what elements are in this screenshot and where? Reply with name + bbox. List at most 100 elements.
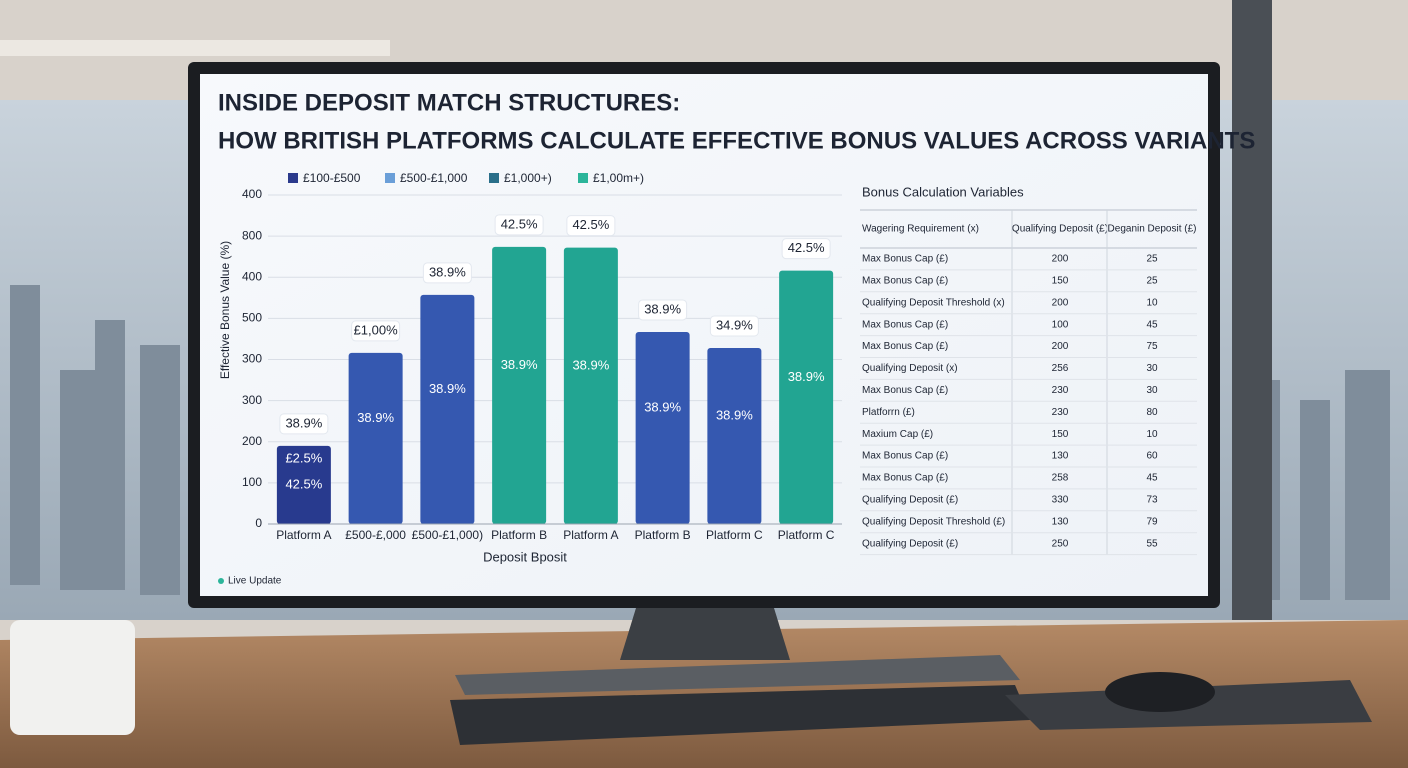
bar-top-label: £1,00% (354, 322, 399, 337)
bar (707, 347, 762, 524)
bar-inside-label: 38.9% (501, 357, 538, 372)
stand-base (455, 655, 1020, 695)
y-tick-label: 100 (242, 475, 262, 489)
table-cell: Max Bonus Cap (£) (862, 473, 948, 484)
status-dot (218, 578, 224, 584)
y-tick-label: 300 (242, 352, 262, 366)
bar-top-label: 42.5% (572, 217, 609, 232)
bar-inside-label: 38.9% (644, 399, 681, 414)
table-cell: Qualifying Deposit (x) (862, 363, 958, 374)
city (10, 285, 1390, 600)
monitor-stand (620, 595, 790, 660)
table-cell: Max Bonus Cap (£) (862, 341, 948, 352)
table-cell: 330 (1052, 494, 1069, 505)
table-cell: 30 (1146, 363, 1158, 374)
x-tick-label: £500-£1,000) (412, 528, 483, 542)
bar (779, 270, 834, 524)
table-cell: 130 (1052, 516, 1069, 527)
y-tick-label: 400 (242, 269, 262, 283)
chart-title: INSIDE DEPOSIT MATCH STRUCTURES: (218, 89, 680, 116)
table-cell: 10 (1146, 429, 1158, 440)
table-cell: Qualifying Deposit Threshold (£) (862, 516, 1005, 527)
table-title: Bonus Calculation Variables (862, 184, 1024, 199)
bar (276, 445, 331, 524)
table-cell: Max Bonus Cap (£) (862, 385, 948, 396)
table-cell: 45 (1146, 319, 1158, 330)
label-bubble (781, 238, 831, 260)
mug (10, 620, 135, 735)
table-cell: Max Bonus Cap (£) (862, 254, 948, 265)
bar-inside-label: 38.9% (572, 357, 609, 372)
x-tick-label: Platform A (276, 528, 331, 542)
legend-swatch (578, 173, 588, 183)
table-cell: 150 (1052, 275, 1069, 286)
x-tick-label: Platform C (706, 528, 763, 542)
bar-top-label: 38.9% (429, 264, 466, 279)
table-cell: 45 (1146, 473, 1158, 484)
table-cell: Qualifying Deposit (£) (862, 538, 958, 549)
legend-swatch (489, 173, 499, 183)
x-axis-label: Deposit Bposit (483, 549, 567, 564)
table-cell: Qualifying Deposit (£) (862, 494, 958, 505)
x-tick-label: Platform A (563, 528, 618, 542)
bar-inside-label: 38.9% (716, 407, 753, 422)
table-cell: 55 (1146, 538, 1158, 549)
table-header: Wagering Requirement (x) (862, 224, 979, 235)
table-cell: 250 (1052, 538, 1069, 549)
table-cell: Qualifying Deposit Threshold (x) (862, 297, 1005, 308)
ceiling-light (0, 40, 390, 56)
table-cell: 30 (1146, 385, 1158, 396)
table-cell: 79 (1146, 516, 1158, 527)
table-header: Deganin Deposit (£) (1108, 224, 1197, 235)
legend-swatch (385, 173, 395, 183)
table-cell: Platforrn (£) (862, 407, 915, 418)
bar-inside-label: 38.9% (788, 369, 825, 384)
label-bubble (566, 215, 616, 237)
table-cell: Max Bonus Cap (£) (862, 319, 948, 330)
table-cell: Maxium Cap (£) (862, 429, 933, 440)
y-tick-label: 500 (242, 311, 262, 325)
bar-inside-label: 42.5% (285, 476, 322, 491)
table-cell: 100 (1052, 319, 1069, 330)
bar (635, 331, 690, 524)
label-bubble (494, 214, 544, 236)
label-bubble (638, 299, 688, 321)
y-axis-label: Effective Bonus Value (%) (218, 241, 232, 379)
table-cell: 200 (1052, 254, 1069, 265)
y-tick-label: 0 (255, 516, 262, 530)
legend-label: £1,00m+) (593, 171, 644, 185)
mouse (1105, 672, 1215, 712)
bar-top-label: 42.5% (501, 216, 538, 231)
table-cell: 230 (1052, 407, 1069, 418)
y-tick-label: 200 (242, 434, 262, 448)
table-cell: Max Bonus Cap (£) (862, 275, 948, 286)
table-header: Qualifying Deposit (£) (1012, 224, 1108, 235)
bar (563, 247, 618, 524)
table-cell: 230 (1052, 385, 1069, 396)
table-cell: 75 (1146, 341, 1158, 352)
table-cell: 256 (1052, 363, 1069, 374)
bar (420, 294, 475, 524)
y-tick-label: 800 (242, 228, 262, 242)
label-bubble (422, 262, 472, 284)
y-tick-label: 400 (242, 187, 262, 201)
table-cell: 80 (1146, 407, 1158, 418)
label-bubble (709, 315, 759, 337)
legend-label: £500-£1,000 (400, 171, 468, 185)
y-tick-label: 300 (242, 393, 262, 407)
bar-top-label: 42.5% (788, 240, 825, 255)
table-cell: 73 (1146, 494, 1158, 505)
status: Live Update (228, 576, 282, 587)
x-tick-label: Platform C (778, 528, 835, 542)
table-cell: 130 (1052, 451, 1069, 462)
chart-title: HOW BRITISH PLATFORMS CALCULATE EFFECTIV… (218, 127, 1255, 154)
table-cell: 200 (1052, 341, 1069, 352)
keyboard (450, 685, 1030, 745)
bar (492, 246, 547, 524)
legend-label: £1,000+) (504, 171, 552, 185)
table-cell: 60 (1146, 451, 1158, 462)
bar-inside-label: 38.9% (357, 410, 394, 425)
table-cell: Max Bonus Cap (£) (862, 451, 948, 462)
